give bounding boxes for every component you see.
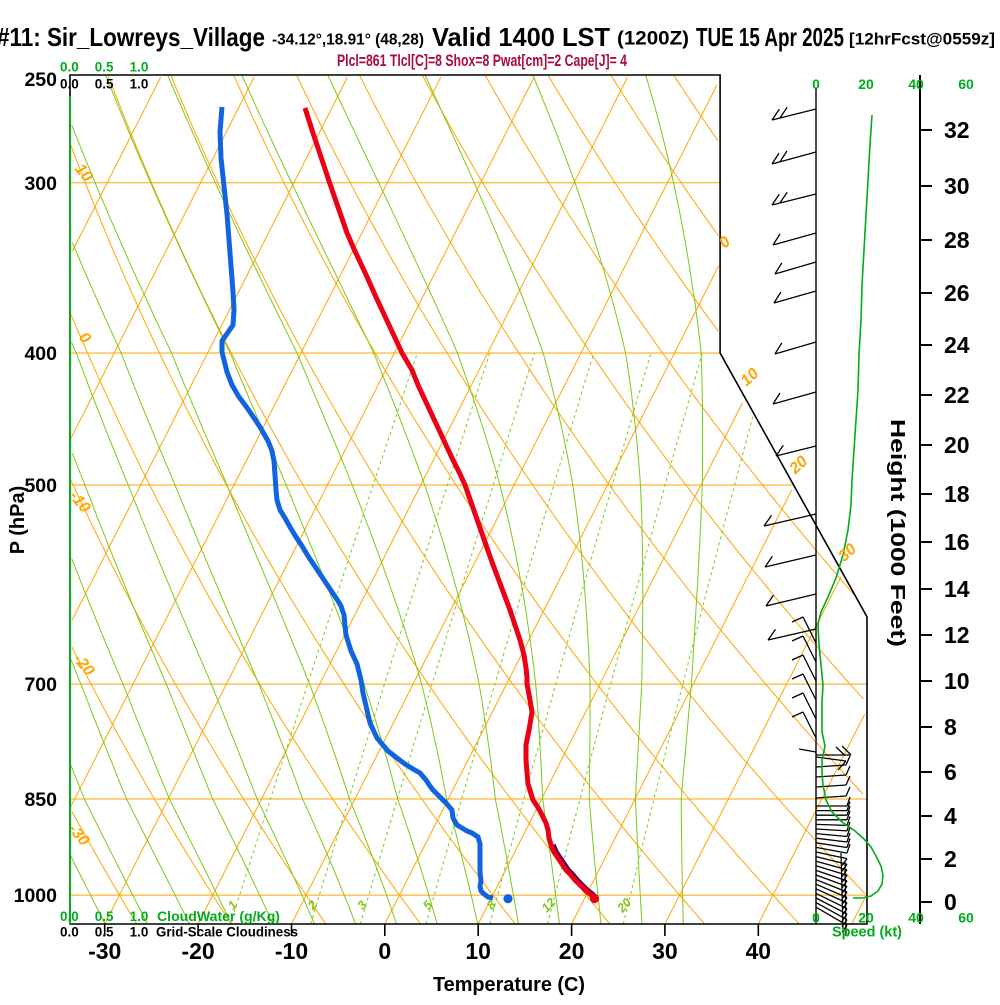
svg-text:20: 20 <box>858 910 874 926</box>
svg-text:Plcl=861 Tlcl[C]=8 Shox=8 Pwat: Plcl=861 Tlcl[C]=8 Shox=8 Pwat[cm]=2 Cap… <box>337 52 628 70</box>
svg-text:Valid 1400 LST: Valid 1400 LST <box>432 22 610 52</box>
svg-text:26: 26 <box>944 280 970 306</box>
svg-text:60: 60 <box>958 76 974 92</box>
svg-text:0.0: 0.0 <box>60 60 79 75</box>
svg-text:0.5: 0.5 <box>95 77 114 92</box>
svg-text:Height (1000 Feet): Height (1000 Feet) <box>886 419 908 647</box>
svg-text:Speed (kt): Speed (kt) <box>832 924 902 941</box>
svg-text:40: 40 <box>908 910 924 926</box>
svg-text:0.0: 0.0 <box>60 77 79 92</box>
svg-text:500: 500 <box>24 475 57 497</box>
svg-text:1.0: 1.0 <box>130 77 149 92</box>
svg-text:20: 20 <box>944 432 970 458</box>
svg-text:30: 30 <box>944 173 970 199</box>
svg-text:-10: -10 <box>275 938 308 964</box>
svg-text:400: 400 <box>24 343 57 365</box>
svg-text:1000: 1000 <box>14 885 58 907</box>
svg-text:TUE 15 Apr 2025: TUE 15 Apr 2025 <box>696 22 844 52</box>
svg-text:28: 28 <box>944 227 970 253</box>
svg-text:0.5: 0.5 <box>95 60 114 75</box>
svg-text:6: 6 <box>944 759 957 785</box>
svg-text:0.5: 0.5 <box>95 909 114 924</box>
svg-text:0.0: 0.0 <box>60 909 79 924</box>
svg-text:1.0: 1.0 <box>130 925 149 940</box>
svg-text:#11: Sir_Lowreys_Village: #11: Sir_Lowreys_Village <box>0 22 265 52</box>
svg-text:P (hPa): P (hPa) <box>7 486 29 555</box>
svg-text:16: 16 <box>944 529 970 555</box>
svg-text:32: 32 <box>944 117 970 143</box>
svg-text:[12hrFcst@0559z]: [12hrFcst@0559z] <box>849 30 995 49</box>
svg-text:40: 40 <box>746 938 772 964</box>
svg-text:8: 8 <box>944 714 957 740</box>
svg-text:250: 250 <box>24 69 57 91</box>
svg-text:700: 700 <box>24 674 57 696</box>
svg-text:18: 18 <box>944 481 970 507</box>
svg-text:12: 12 <box>944 622 970 648</box>
svg-text:Temperature (C): Temperature (C) <box>433 974 585 996</box>
svg-text:60: 60 <box>958 910 974 926</box>
svg-text:30: 30 <box>652 938 678 964</box>
svg-text:4: 4 <box>944 803 957 829</box>
svg-text:Grid-Scale Cloudiness: Grid-Scale Cloudiness <box>156 924 298 940</box>
svg-text:24: 24 <box>944 332 970 358</box>
svg-text:-34.12°,18.91° (48,28): -34.12°,18.91° (48,28) <box>272 32 424 49</box>
svg-text:22: 22 <box>944 382 970 408</box>
svg-text:CloudWater (g/Kg): CloudWater (g/Kg) <box>157 908 280 924</box>
svg-text:20: 20 <box>559 938 585 964</box>
svg-text:0: 0 <box>812 910 820 926</box>
svg-text:20: 20 <box>858 76 874 92</box>
svg-text:0.5: 0.5 <box>95 925 114 940</box>
svg-text:850: 850 <box>24 789 57 811</box>
svg-text:(1200Z): (1200Z) <box>617 29 689 50</box>
svg-text:0: 0 <box>944 889 957 915</box>
svg-text:-20: -20 <box>181 938 214 964</box>
svg-text:0.0: 0.0 <box>60 925 79 940</box>
svg-text:0: 0 <box>378 938 391 964</box>
svg-text:40: 40 <box>908 76 924 92</box>
svg-text:2: 2 <box>944 846 957 872</box>
svg-text:1.0: 1.0 <box>130 60 149 75</box>
svg-text:10: 10 <box>944 668 970 694</box>
svg-text:14: 14 <box>944 576 970 602</box>
svg-text:10: 10 <box>465 938 491 964</box>
svg-text:0: 0 <box>812 76 820 92</box>
svg-text:1.0: 1.0 <box>130 909 149 924</box>
svg-text:300: 300 <box>24 173 57 195</box>
svg-text:-30: -30 <box>88 938 121 964</box>
